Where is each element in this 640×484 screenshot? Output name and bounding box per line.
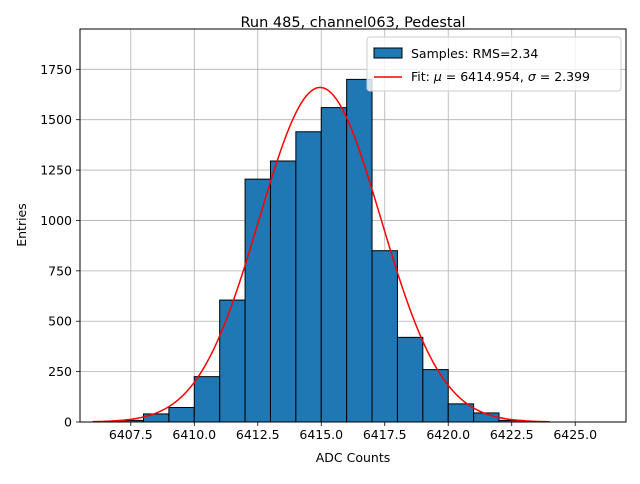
- y-tick-label: 250: [48, 364, 72, 379]
- y-tick-label: 1250: [40, 163, 72, 178]
- histogram-bars: [117, 78, 525, 423]
- y-tick-label: 1500: [40, 112, 72, 127]
- histogram-bar: [371, 250, 398, 423]
- y-tick-label: 750: [48, 263, 72, 278]
- histogram-bar: [244, 178, 271, 423]
- y-tick-label: 500: [48, 314, 72, 329]
- y-tick-label: 0: [64, 415, 72, 430]
- legend-histogram-label: Samples: RMS=2.34: [411, 46, 538, 61]
- x-tick-label: 6425.0: [553, 427, 597, 442]
- histogram-bar: [142, 413, 170, 423]
- y-tick-label: 1750: [40, 62, 72, 77]
- legend-fit-label: Fit: μ = 6414.954, σ = 2.399: [411, 69, 590, 84]
- x-tick-label: 6417.5: [363, 427, 407, 442]
- x-tick-label: 6412.5: [236, 427, 280, 442]
- histogram-bar: [168, 406, 195, 423]
- histogram-bar: [422, 369, 449, 423]
- fit-curve-layer: [92, 86, 550, 423]
- x-ticks: 6407.5 6410.0 6412.5 6415.0 6417.5 6420.0 6422…: [109, 422, 597, 442]
- legend-box: [366, 36, 622, 92]
- x-tick-label: 6415.0: [299, 427, 343, 442]
- histogram-bar: [219, 299, 246, 423]
- legend: Samples: RMS=2.34 Fit: μ = 6414.954, σ =…: [366, 36, 622, 92]
- x-tick-label: 6407.5: [109, 427, 153, 442]
- fit-curve: [92, 86, 550, 423]
- x-tick-label: 6420.0: [426, 427, 470, 442]
- histogram-bar: [320, 107, 348, 423]
- y-ticks: 0 250 500 750 1000 1250 1500 1750: [40, 62, 80, 430]
- legend-histogram-swatch: [373, 47, 403, 59]
- histogram-bar: [193, 376, 221, 423]
- y-tick-label: 1000: [40, 213, 72, 228]
- x-axis-label: ADC Counts: [316, 450, 391, 465]
- axes-frame: [79, 28, 627, 423]
- x-tick-label: 6422.5: [490, 427, 534, 442]
- histogram-bar: [346, 78, 373, 423]
- chart-title: Run 485, channel063, Pedestal: [240, 15, 465, 31]
- histogram-bar: [269, 160, 297, 423]
- y-axis-label: Entries: [14, 203, 29, 247]
- histogram-bar: [396, 336, 424, 423]
- x-tick-label: 6410.0: [172, 427, 216, 442]
- histogram-bar: [295, 131, 322, 423]
- histogram-bar: [447, 403, 475, 423]
